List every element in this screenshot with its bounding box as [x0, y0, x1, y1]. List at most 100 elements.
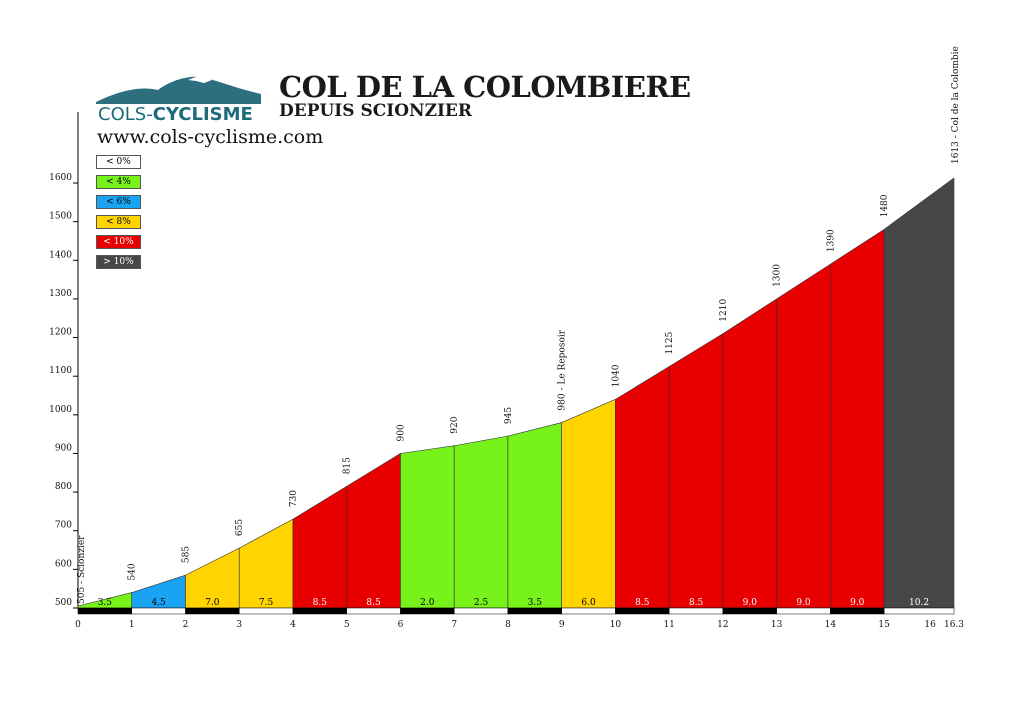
distance-bar-cell: [238, 607, 294, 615]
x-tick-label: 6: [398, 620, 404, 630]
profile-segment: [776, 263, 831, 609]
elevation-label: 1613 - Col de la Colombie: [951, 46, 961, 164]
page-title: COL DE LA COLOMBIERE: [279, 70, 691, 104]
gradient-label: 10.2: [909, 598, 929, 608]
x-tick-label: 16: [924, 620, 936, 630]
gradient-label: 7.5: [259, 598, 274, 608]
distance-bar-cell: [615, 607, 670, 615]
page-subtitle: DEPUIS SCIONZIER: [279, 101, 473, 121]
x-tick-label: 9: [559, 620, 565, 630]
elevation-label: 505 - Scionzier: [77, 535, 87, 604]
elevation-label: 945: [504, 407, 514, 424]
profile-segment: [615, 366, 670, 609]
gradient-label: 3.5: [528, 598, 543, 608]
gradient-label: 9.0: [743, 598, 758, 608]
x-tick-label: 11: [663, 620, 674, 630]
profile-segment: [668, 333, 724, 609]
x-tick-label: 2: [183, 620, 189, 630]
gradient-label: 8.5: [366, 598, 381, 608]
distance-bar-cell: [668, 607, 724, 615]
x-tick-label: 1: [129, 620, 135, 630]
elevation-label: 730: [289, 490, 299, 507]
x-tick-label: 15: [878, 620, 890, 630]
elevation-label: 1210: [719, 299, 729, 322]
x-tick-label: 5: [344, 620, 350, 630]
elevation-label: 1480: [880, 194, 890, 217]
x-tick-label: 3: [236, 620, 242, 630]
x-tick-label: 4: [290, 620, 296, 630]
gradient-label: 7.0: [205, 598, 220, 608]
x-tick-label: 0: [75, 620, 81, 630]
legend-item: < 6%: [96, 195, 141, 209]
gradient-label: 3.5: [98, 598, 113, 608]
elevation-label: 900: [396, 424, 406, 441]
gradient-label: 8.5: [313, 598, 328, 608]
gradient-label: 8.5: [689, 598, 704, 608]
distance-bar-cell: [131, 607, 186, 615]
elevation-label: 1390: [826, 229, 836, 252]
distance-bar-cell: [77, 607, 132, 615]
profile-segment: [722, 298, 777, 609]
profile-segment: [346, 452, 401, 609]
distance-bar-cell: [883, 607, 955, 615]
profile-segment: [883, 177, 955, 609]
profile-segment: [453, 435, 509, 609]
x-tick-label: 13: [771, 620, 783, 630]
distance-bar-cell: [346, 607, 401, 615]
distance-bar-cell: [292, 607, 347, 615]
logo-text: COLS-CYCLISME: [98, 104, 253, 125]
gradient-label: 9.0: [796, 598, 811, 608]
y-tick-label: 1600: [49, 173, 72, 183]
x-tick-label: 10: [610, 620, 622, 630]
distance-bar-cell: [722, 607, 777, 615]
profile-segment: [292, 485, 348, 609]
gradient-label: 2.0: [420, 598, 435, 608]
y-tick-label: 1500: [49, 212, 72, 222]
y-tick-label: 800: [55, 482, 72, 492]
gradient-label: 8.5: [635, 598, 650, 608]
y-tick-label: 500: [55, 598, 72, 608]
profile-segment: [400, 445, 455, 609]
mountain-logo-icon: [96, 75, 261, 104]
legend-item: < 8%: [96, 215, 141, 229]
y-tick-label: 700: [55, 521, 72, 531]
legend-item: < 10%: [96, 235, 141, 249]
distance-bar-cell: [453, 607, 509, 615]
y-tick-label: 1400: [49, 250, 72, 260]
legend-item: < 4%: [96, 175, 141, 189]
gradient-label: 4.5: [151, 598, 166, 608]
gradient-label: 2.5: [474, 598, 489, 608]
elevation-label: 1125: [665, 331, 675, 354]
y-tick-label: 1200: [49, 328, 72, 338]
elevation-label: 920: [450, 416, 460, 433]
x-tick-label: 7: [451, 620, 457, 630]
y-tick-label: 900: [55, 443, 72, 453]
x-tick-label: 14: [825, 620, 837, 630]
elevation-label: 1040: [611, 364, 621, 387]
y-tick-label: 600: [55, 559, 72, 569]
profile-segment: [561, 398, 616, 609]
elevation-label: 655: [235, 519, 245, 536]
x-tick-label: 12: [717, 620, 728, 630]
website-url: www.cols-cyclisme.com: [97, 126, 324, 148]
x-tick-label: 16.3: [944, 620, 964, 630]
profile-segment: [238, 518, 294, 609]
gradient-legend: < 0% < 4% < 6% < 8% < 10% > 10%: [96, 155, 141, 275]
profile-segment: [507, 422, 562, 609]
x-tick-label: 8: [505, 620, 511, 630]
distance-bar-cell: [507, 607, 562, 615]
distance-bar-cell: [400, 607, 455, 615]
gradient-label: 9.0: [850, 598, 865, 608]
elevation-label: 815: [343, 457, 353, 474]
gradient-label: 6.0: [581, 598, 596, 608]
elevation-label: 585: [181, 546, 191, 563]
y-tick-label: 1300: [49, 289, 72, 299]
legend-item: > 10%: [96, 255, 141, 269]
elevation-label: 540: [128, 563, 138, 580]
legend-item: < 0%: [96, 155, 141, 169]
distance-bar-cell: [830, 607, 885, 615]
elevation-label: 1300: [773, 264, 783, 287]
distance-bar-cell: [185, 607, 240, 615]
